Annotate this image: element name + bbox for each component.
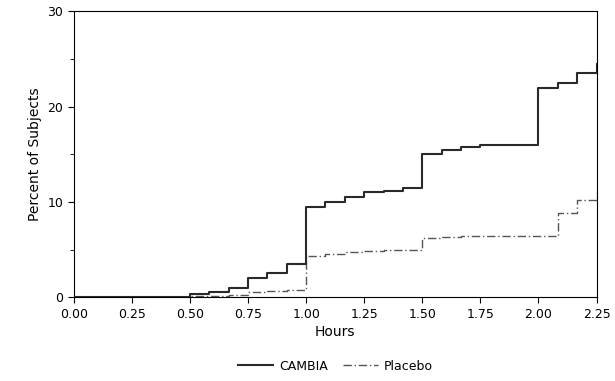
Legend: CAMBIA, Placebo: CAMBIA, Placebo — [232, 355, 438, 378]
X-axis label: Hours: Hours — [315, 325, 355, 339]
Y-axis label: Percent of Subjects: Percent of Subjects — [28, 88, 42, 221]
